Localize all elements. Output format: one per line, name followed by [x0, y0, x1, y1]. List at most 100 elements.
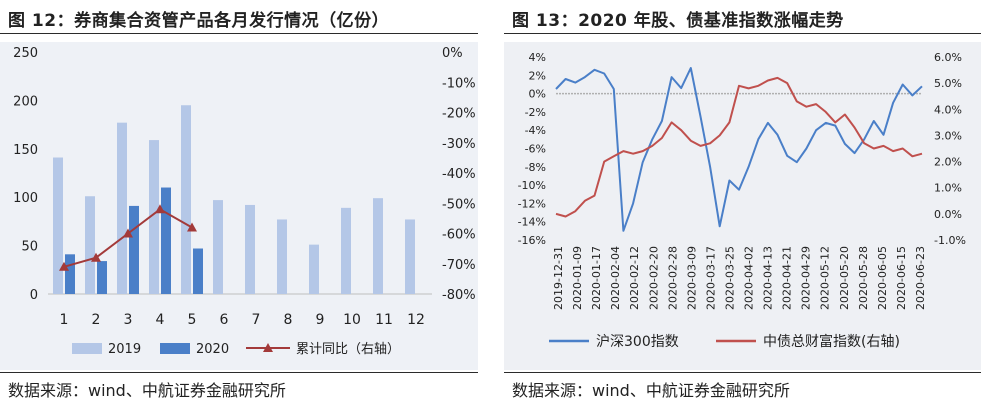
bar-2019: [149, 140, 159, 294]
left-y-tick-label: 2%: [529, 69, 546, 82]
left-y-tick-label: -8%: [525, 161, 546, 174]
x-tick-label: 7: [252, 312, 261, 328]
bar-2019: [309, 244, 319, 294]
x-tick-label: 4: [156, 312, 165, 328]
right-y-tick-label: -70%: [442, 258, 476, 273]
csi300-index-line: [555, 67, 923, 232]
x-tick-label: 2020-04-29: [800, 246, 813, 310]
left-y-tick-label: 50: [21, 240, 38, 255]
x-tick-label: 2020-04-02: [743, 246, 756, 310]
x-tick-label: 3: [124, 312, 133, 328]
x-tick-label: 2019-12-31: [552, 246, 565, 310]
x-tick-label: 2020-05-12: [819, 246, 832, 310]
x-tick-label: 2020-04-21: [781, 246, 794, 310]
chinabond-wealth-index-line: [555, 76, 923, 218]
x-tick-label: 2020-02-12: [628, 246, 641, 310]
left-y-tick-label: 250: [13, 46, 38, 61]
cumulative-yoy-marker: [59, 261, 69, 271]
right-y-tick-label: 0.0%: [934, 208, 962, 221]
x-tick-label: 1: [60, 312, 69, 328]
bar-2020: [65, 254, 75, 294]
right-y-tick-label: 5.0%: [934, 77, 962, 90]
x-tick-label: 2020-05-20: [838, 246, 851, 310]
left-y-tick-label: 100: [13, 191, 38, 206]
x-tick-label: 12: [407, 312, 425, 328]
x-tick-label: 2020-03-17: [704, 246, 717, 310]
right-line-chart: 4% 2% 0% -2% -4% -6% -8% -10% -12% -14% -16% 6.0% 5.…: [518, 51, 966, 350]
right-y-tick-label: -20%: [442, 107, 476, 122]
left-y-tick-label: -12%: [518, 197, 546, 210]
x-tick-label: 2020-02-04: [609, 246, 622, 310]
x-tick-label: 2020-01-09: [571, 246, 584, 310]
left-title-rule: [0, 33, 478, 34]
left-y-tick-label: 4%: [529, 51, 546, 64]
right-y-tick-label: 4.0%: [934, 103, 962, 116]
right-y-tick-label: -50%: [442, 197, 476, 212]
right-source-rule: [504, 372, 981, 373]
left-y-tick-label: 150: [13, 143, 38, 158]
bar-2020: [129, 205, 139, 294]
right-y-tick-label: -60%: [442, 228, 476, 243]
legend-label-yoy: 累计同比（右轴）: [296, 342, 400, 357]
right-y-tick-label: -40%: [442, 167, 476, 182]
x-tick-label: 2020-02-20: [647, 246, 660, 310]
cumulative-yoy-marker: [155, 204, 165, 214]
left-y-tick-label: -14%: [518, 216, 546, 229]
x-tick-label: 2020-03-09: [685, 246, 698, 310]
x-tick-label: 10: [343, 312, 361, 328]
right-title-rule: [504, 33, 981, 34]
x-tick-label: 2: [92, 312, 101, 328]
right-figure-panel: 图 13：2020 年股、债基准指数涨幅走势 4% 2% 0% -2% -4% -6% -8…: [504, 0, 981, 405]
left-source-note: 数据来源：wind、中航证券金融研究所: [8, 381, 286, 400]
left-y-tick-label: -16%: [518, 234, 546, 247]
legend-marker-yoy: [263, 343, 273, 352]
x-tick-label: 2020-02-28: [666, 246, 679, 310]
bar-2019: [85, 196, 95, 294]
cumulative-yoy-marker: [187, 222, 197, 232]
right-y-tick-label: -1.0%: [934, 234, 966, 247]
right-y-tick-label: -10%: [442, 76, 476, 91]
right-y-tick-label: 1.0%: [934, 182, 962, 195]
left-figure-title: 图 12：券商集合资管产品各月发行情况（亿份）: [8, 11, 390, 31]
bar-2019: [245, 204, 255, 294]
left-y-tick-label: 0: [30, 288, 38, 303]
legend-label-2020: 2020: [196, 342, 229, 357]
legend-label-chinabond: 中债总财富指数(右轴): [763, 333, 900, 350]
x-tick-label: 9: [316, 312, 325, 328]
bar-2019: [213, 200, 223, 294]
left-y-tick-label: -2%: [525, 106, 546, 119]
legend-label-2019: 2019: [108, 342, 141, 357]
left-y-tick-label: -10%: [518, 179, 546, 192]
bar-2019: [341, 207, 351, 294]
right-y-tick-label: 0%: [442, 46, 463, 61]
right-y-tick-label: 3.0%: [934, 129, 962, 142]
bar-2019: [53, 157, 63, 294]
bar-2019: [181, 105, 191, 294]
x-tick-label: 6: [220, 312, 229, 328]
x-tick-label: 11: [375, 312, 393, 328]
x-tick-label: 2020-06-15: [895, 246, 908, 310]
bar-2019: [405, 219, 415, 294]
x-tick-label: 2020-01-17: [590, 246, 603, 310]
bar-2020: [97, 261, 107, 294]
right-y-tick-label: -30%: [442, 137, 476, 152]
right-chart-background: [504, 42, 981, 370]
bar-2019: [277, 219, 287, 294]
bar-2019: [117, 122, 127, 294]
x-tick-label: 2020-06-23: [914, 246, 927, 310]
x-tick-label: 2020-04-13: [762, 246, 775, 310]
left-source-rule: [0, 372, 478, 373]
right-figure-title: 图 13：2020 年股、债基准指数涨幅走势: [512, 11, 844, 31]
left-chart-background: [0, 42, 478, 370]
right-y-tick-label: -80%: [442, 288, 476, 303]
left-y-tick-label: -6%: [525, 143, 546, 156]
left-y-tick-label: 0%: [529, 88, 546, 101]
bar-2020: [161, 187, 171, 294]
x-tick-label: 5: [188, 312, 197, 328]
left-y-tick-label: -4%: [525, 124, 546, 137]
right-y-tick-label: 2.0%: [934, 156, 962, 169]
x-tick-label: 2020-06-05: [876, 246, 889, 310]
legend-swatch-2019: [72, 343, 102, 354]
bar-2019: [373, 198, 383, 294]
cumulative-yoy-marker: [123, 228, 133, 238]
